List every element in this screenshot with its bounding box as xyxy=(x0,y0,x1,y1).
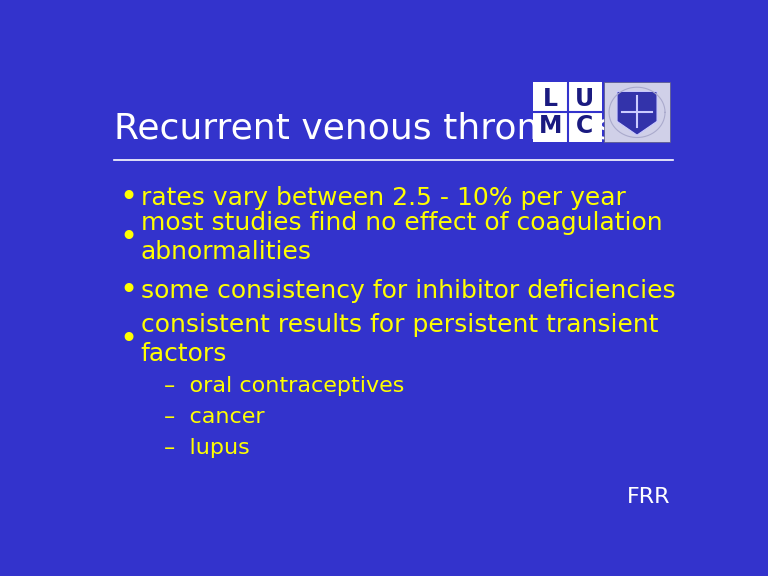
Text: –  lupus: – lupus xyxy=(164,438,250,458)
Text: consistent results for persistent transient
factors: consistent results for persistent transi… xyxy=(141,313,658,366)
Bar xyxy=(534,82,602,142)
Text: FRR: FRR xyxy=(627,487,670,507)
Text: •: • xyxy=(120,325,138,354)
Text: U: U xyxy=(575,86,594,111)
Bar xyxy=(604,82,670,142)
Text: •: • xyxy=(120,276,138,305)
Text: some consistency for inhibitor deficiencies: some consistency for inhibitor deficienc… xyxy=(141,279,675,303)
Text: –  oral contraceptives: – oral contraceptives xyxy=(164,376,405,396)
Text: rates vary between 2.5 - 10% per year: rates vary between 2.5 - 10% per year xyxy=(141,185,625,210)
Text: M: M xyxy=(539,114,562,138)
Text: –  cancer: – cancer xyxy=(164,407,265,427)
Text: •: • xyxy=(120,183,138,212)
Text: L: L xyxy=(543,86,558,111)
Text: Recurrent venous thrombosis: Recurrent venous thrombosis xyxy=(114,112,644,146)
Polygon shape xyxy=(617,92,657,135)
Text: C: C xyxy=(576,114,594,138)
Text: most studies find no effect of coagulation
abnormalities: most studies find no effect of coagulati… xyxy=(141,211,662,264)
Text: •: • xyxy=(120,223,138,252)
